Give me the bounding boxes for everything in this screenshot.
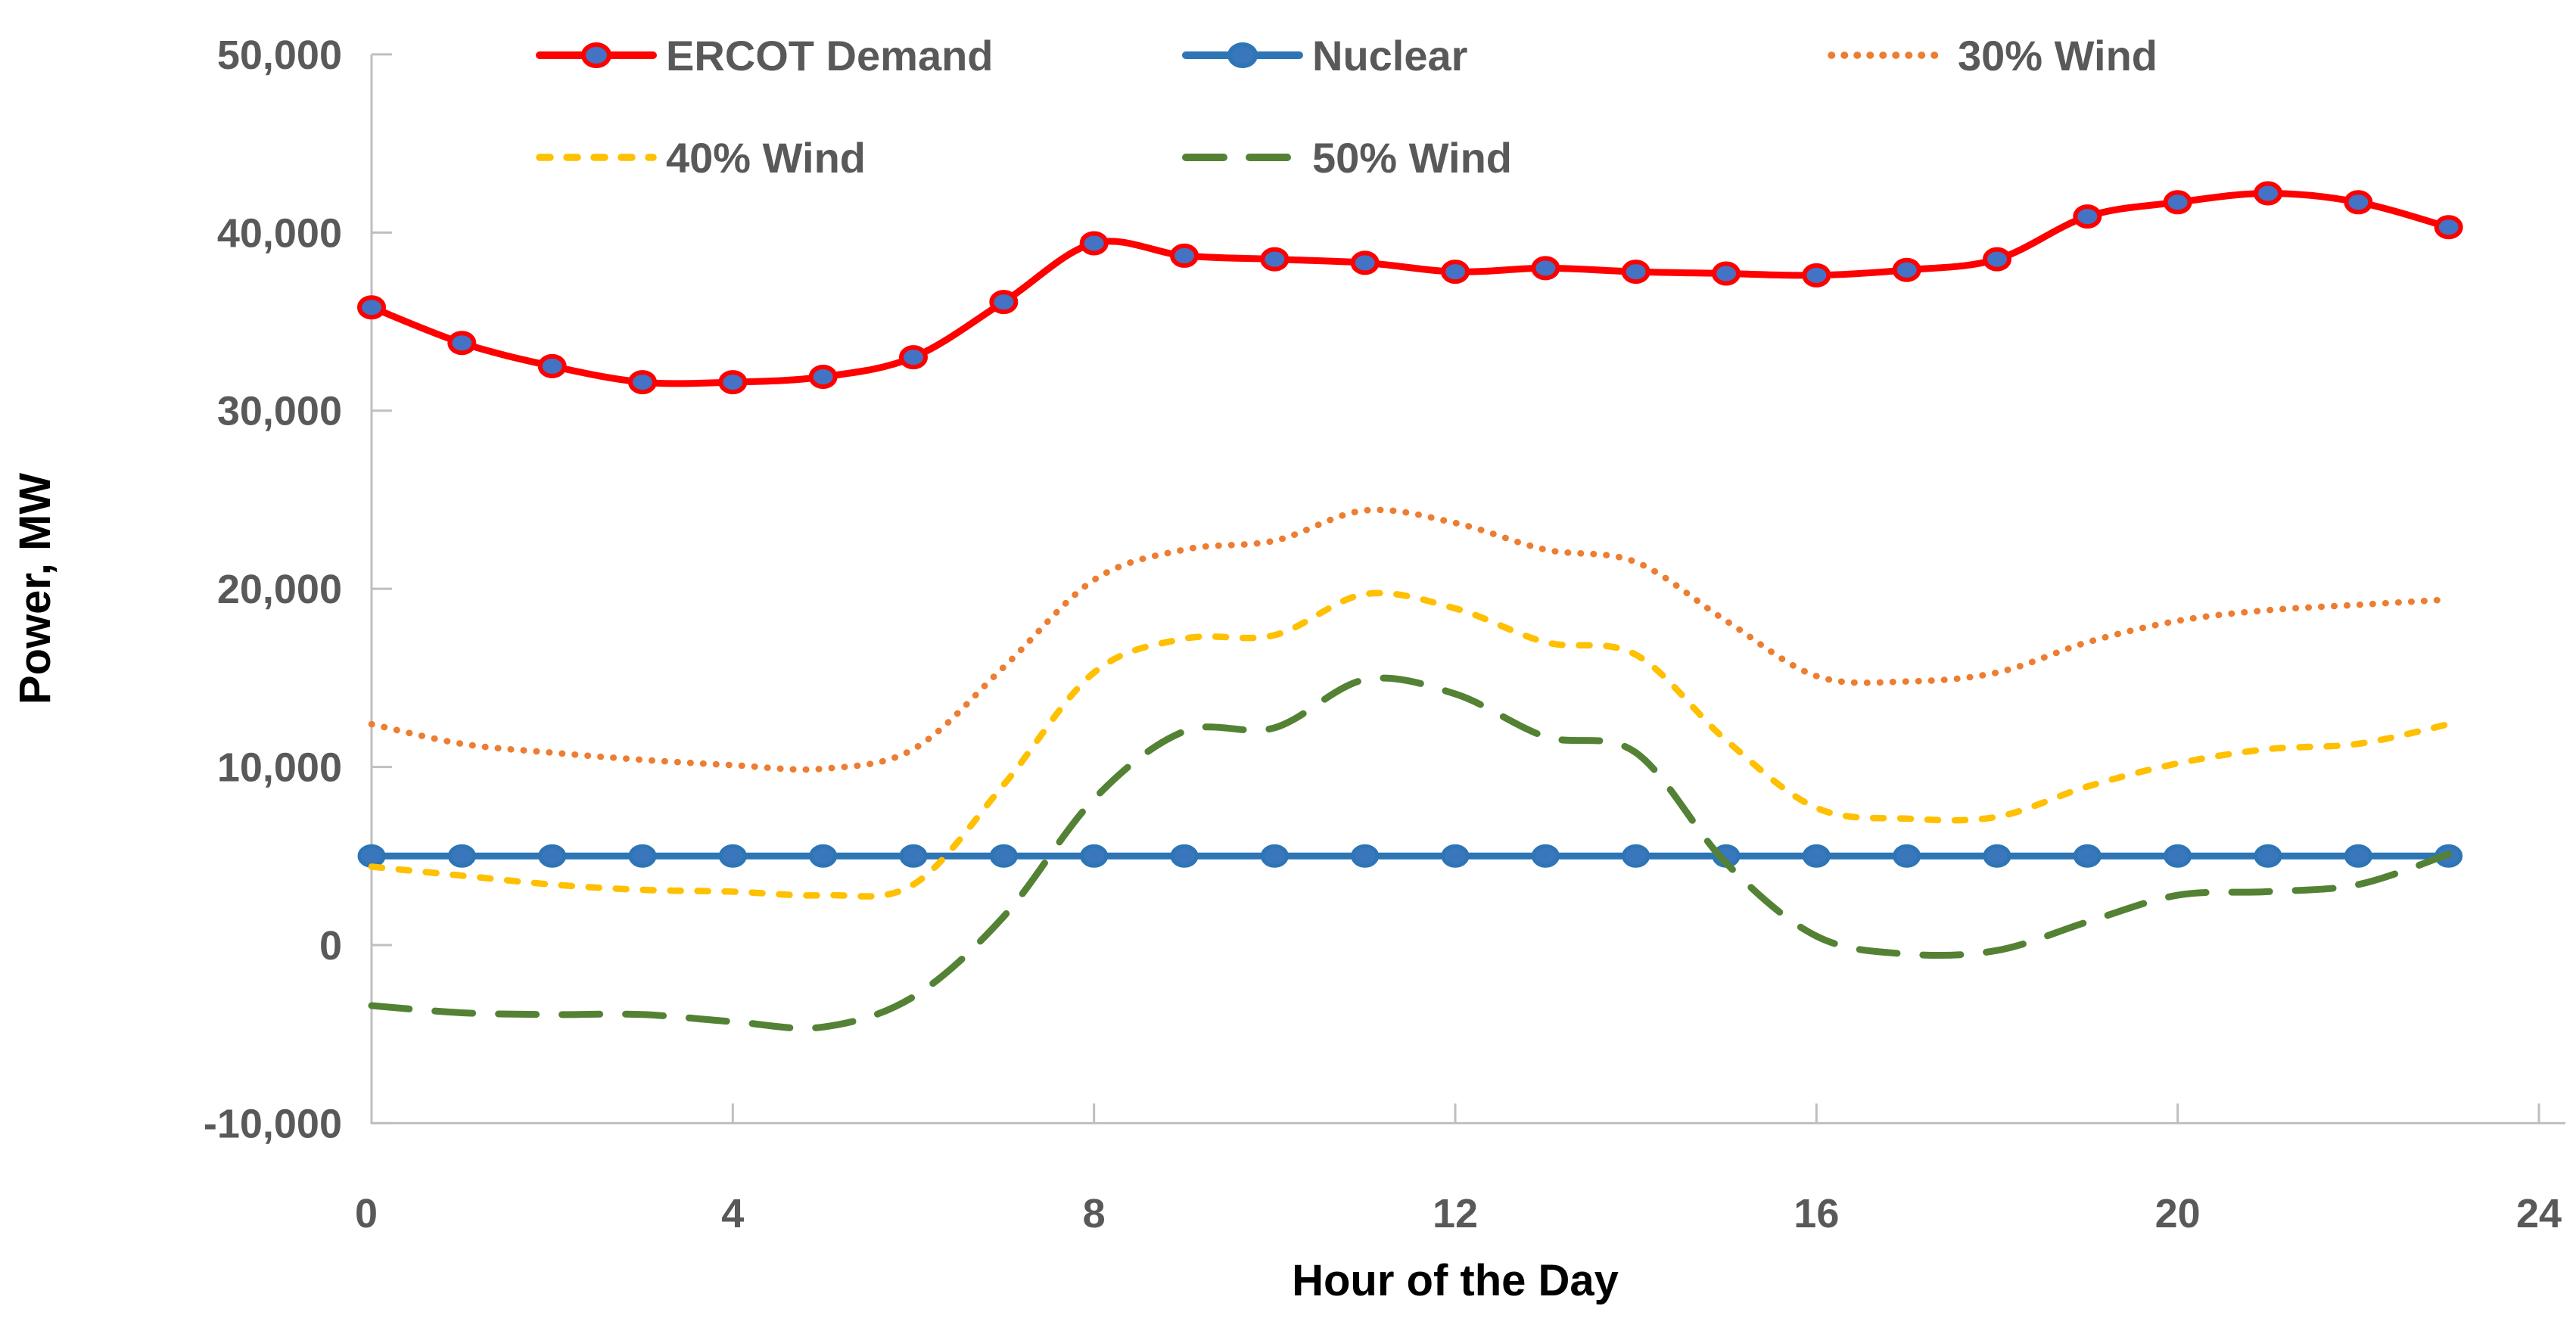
y-tick-label: 10,000: [217, 745, 342, 791]
data-point-marker: [1170, 243, 1199, 268]
series-40-wind: [368, 589, 2452, 900]
data-point-marker: [989, 290, 1019, 315]
data-point-marker: [1531, 844, 1560, 868]
data-point-marker: [1260, 247, 1290, 272]
series-lines: [357, 181, 2463, 1032]
y-tick-label: 0: [319, 923, 342, 969]
y-tick-label: 20,000: [217, 567, 342, 612]
y-tick-label: 40,000: [217, 210, 342, 256]
x-tick-label: 24: [2516, 1191, 2562, 1236]
data-point-marker: [1892, 257, 1921, 282]
series-30-wind: [368, 506, 2452, 773]
series-line: [368, 674, 2453, 1032]
data-point-marker: [447, 331, 477, 356]
x-tick-label: 20: [2155, 1191, 2201, 1236]
y-tick-label: -10,000: [204, 1101, 342, 1146]
data-point-marker: [899, 345, 928, 370]
series-50-wind: [368, 674, 2453, 1032]
data-point-marker: [1441, 844, 1470, 868]
data-point-marker: [1079, 231, 1109, 256]
y-tick-label: 50,000: [217, 33, 342, 78]
data-point-marker: [1260, 844, 1289, 868]
data-point-marker: [1170, 844, 1199, 868]
data-point-marker: [1802, 263, 1831, 288]
data-point-marker: [1350, 250, 1380, 275]
data-point-marker: [2254, 844, 2282, 868]
legend-marker: [581, 42, 611, 68]
data-point-marker: [2164, 844, 2192, 868]
data-point-marker: [628, 844, 657, 868]
data-point-marker: [1712, 261, 1741, 286]
series-line: [368, 189, 2453, 387]
data-point-marker: [809, 844, 838, 868]
series-line: [368, 506, 2452, 773]
axis-lines: [370, 54, 2565, 1124]
x-tick-label: 0: [355, 1191, 378, 1236]
data-point-marker: [718, 844, 747, 868]
data-point-marker: [2163, 190, 2192, 215]
data-point-marker: [1802, 844, 1831, 868]
legend-label: 40% Wind: [666, 134, 866, 182]
data-point-marker: [1622, 844, 1650, 868]
x-tick-label: 16: [1794, 1191, 1839, 1236]
legend-item-30-wind: 30% Wind: [1828, 32, 2158, 79]
data-point-marker: [1893, 844, 1921, 868]
axis-labels: Power, MW Hour of the Day: [11, 473, 1619, 1305]
legend-label: 50% Wind: [1312, 134, 1512, 182]
legend-label: Nuclear: [1312, 32, 1467, 79]
data-point-marker: [447, 844, 476, 868]
data-point-marker: [2254, 181, 2282, 206]
data-point-marker: [1351, 844, 1380, 868]
data-point-marker: [2344, 844, 2372, 868]
data-point-marker: [1441, 260, 1470, 285]
data-point-marker: [899, 844, 928, 868]
data-point-marker: [2073, 204, 2102, 229]
x-tick-label: 8: [1083, 1191, 1106, 1236]
legend-label: ERCOT Demand: [666, 32, 994, 79]
data-point-marker: [718, 370, 748, 395]
legend-item-nuclear: Nuclear: [1182, 32, 1467, 79]
data-point-marker: [357, 844, 386, 868]
data-point-marker: [1080, 844, 1109, 868]
legend: ERCOT Demand Nuclear 30% Wind 40% Wind 50% W…: [536, 32, 2158, 182]
data-point-marker: [537, 353, 567, 378]
legend-item-40-wind: 40% Wind: [536, 134, 866, 182]
axes: 50,000 40,000 30,000 20,000 10,000 0 -10,000 0 4…: [204, 33, 2565, 1236]
x-tick-label: 4: [721, 1191, 744, 1236]
legend-item-ercot-demand: ERCOT Demand: [536, 32, 994, 79]
legend-item-50-wind: 50% Wind: [1182, 134, 1512, 182]
data-point-marker: [1531, 256, 1560, 281]
data-point-marker: [628, 370, 657, 395]
data-point-marker: [357, 295, 386, 320]
series-nuclear: [357, 844, 2463, 868]
data-point-marker: [1621, 260, 1650, 285]
series-line: [368, 589, 2452, 900]
series-ercot-demand: [357, 181, 2463, 395]
legend-label: 30% Wind: [1958, 32, 2158, 79]
data-point-marker: [989, 844, 1018, 868]
data-point-marker: [1983, 247, 2011, 272]
x-tick-label: 12: [1433, 1191, 1478, 1236]
y-axis-title: Power, MW: [11, 473, 60, 704]
data-point-marker: [2344, 190, 2373, 215]
data-point-marker: [2434, 215, 2463, 240]
x-axis-title: Hour of the Day: [1292, 1256, 1619, 1305]
data-point-marker: [538, 844, 567, 868]
legend-marker: [1227, 42, 1258, 68]
data-point-marker: [808, 365, 838, 390]
y-tick-label: 30,000: [217, 389, 342, 434]
data-point-marker: [1983, 844, 2011, 868]
data-point-marker: [2073, 844, 2102, 868]
